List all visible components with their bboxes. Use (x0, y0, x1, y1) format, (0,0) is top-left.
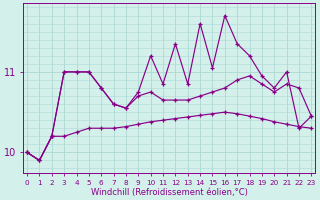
X-axis label: Windchill (Refroidissement éolien,°C): Windchill (Refroidissement éolien,°C) (91, 188, 248, 197)
